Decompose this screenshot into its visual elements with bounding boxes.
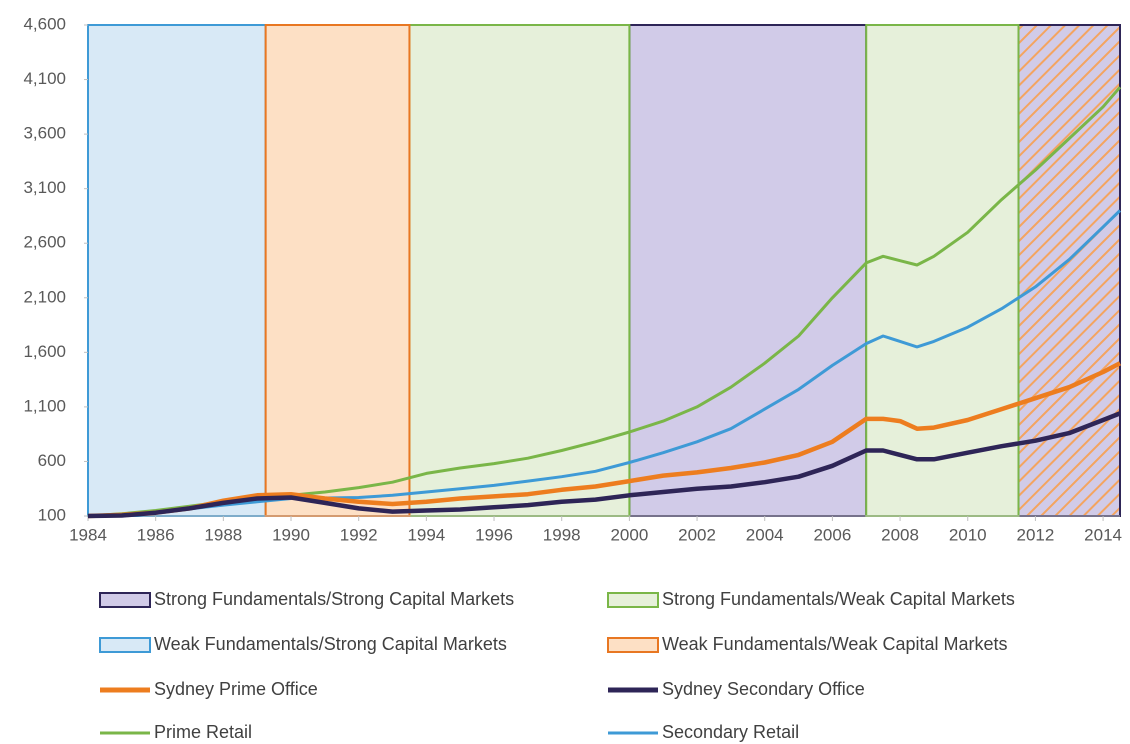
legend-label: Strong Fundamentals/Weak Capital Markets (662, 589, 1015, 609)
legend-label: Sydney Secondary Office (662, 679, 865, 699)
series-line (87, 361, 1122, 519)
x-tick-label: 1986 (137, 525, 175, 544)
y-tick-label: 3,100 (23, 178, 66, 197)
legend-swatch (99, 637, 151, 653)
legend-swatch (99, 592, 151, 608)
y-tick-label: 4,100 (23, 69, 66, 88)
x-tick-label: 2012 (1016, 525, 1054, 544)
x-tick-label: 1984 (69, 525, 107, 544)
region (865, 24, 1020, 517)
region (408, 24, 631, 517)
x-tick-label: 1998 (543, 525, 581, 544)
x-tick-label: 2014 (1084, 525, 1122, 544)
x-tick-label: 1988 (204, 525, 242, 544)
region (264, 24, 411, 517)
legend-swatch (607, 637, 659, 653)
legend-label: Prime Retail (154, 722, 252, 742)
region (87, 24, 267, 517)
x-tick-label: 2010 (949, 525, 987, 544)
y-tick-label: 600 (38, 451, 66, 470)
y-tick-label: 2,100 (23, 287, 66, 306)
legend-swatch (607, 592, 659, 608)
legend-label: Weak Fundamentals/Weak Capital Markets (662, 634, 1007, 654)
y-tick-label: 2,600 (23, 233, 66, 252)
x-tick-label: 1996 (475, 525, 513, 544)
y-tick-label: 1,600 (23, 342, 66, 361)
x-tick-label: 2004 (746, 525, 784, 544)
x-tick-label: 2006 (813, 525, 851, 544)
x-tick-label: 1992 (340, 525, 378, 544)
legend-label: Sydney Prime Office (154, 679, 318, 699)
y-tick-label: 1,100 (23, 396, 66, 415)
x-tick-label: 2008 (881, 525, 919, 544)
x-tick-label: 1994 (407, 525, 445, 544)
legend-label: Secondary Retail (662, 722, 799, 742)
series-line (87, 411, 1121, 519)
legend-label: Strong Fundamentals/Strong Capital Marke… (154, 589, 514, 609)
legend-label: Weak Fundamentals/Strong Capital Markets (154, 634, 507, 654)
y-tick-label: 4,600 (23, 14, 66, 33)
region (628, 24, 868, 517)
x-tick-label: 2000 (610, 525, 648, 544)
y-tick-label: 3,600 (23, 124, 66, 143)
y-tick-label: 100 (38, 505, 66, 524)
x-tick-label: 2002 (678, 525, 716, 544)
x-tick-label: 1990 (272, 525, 310, 544)
